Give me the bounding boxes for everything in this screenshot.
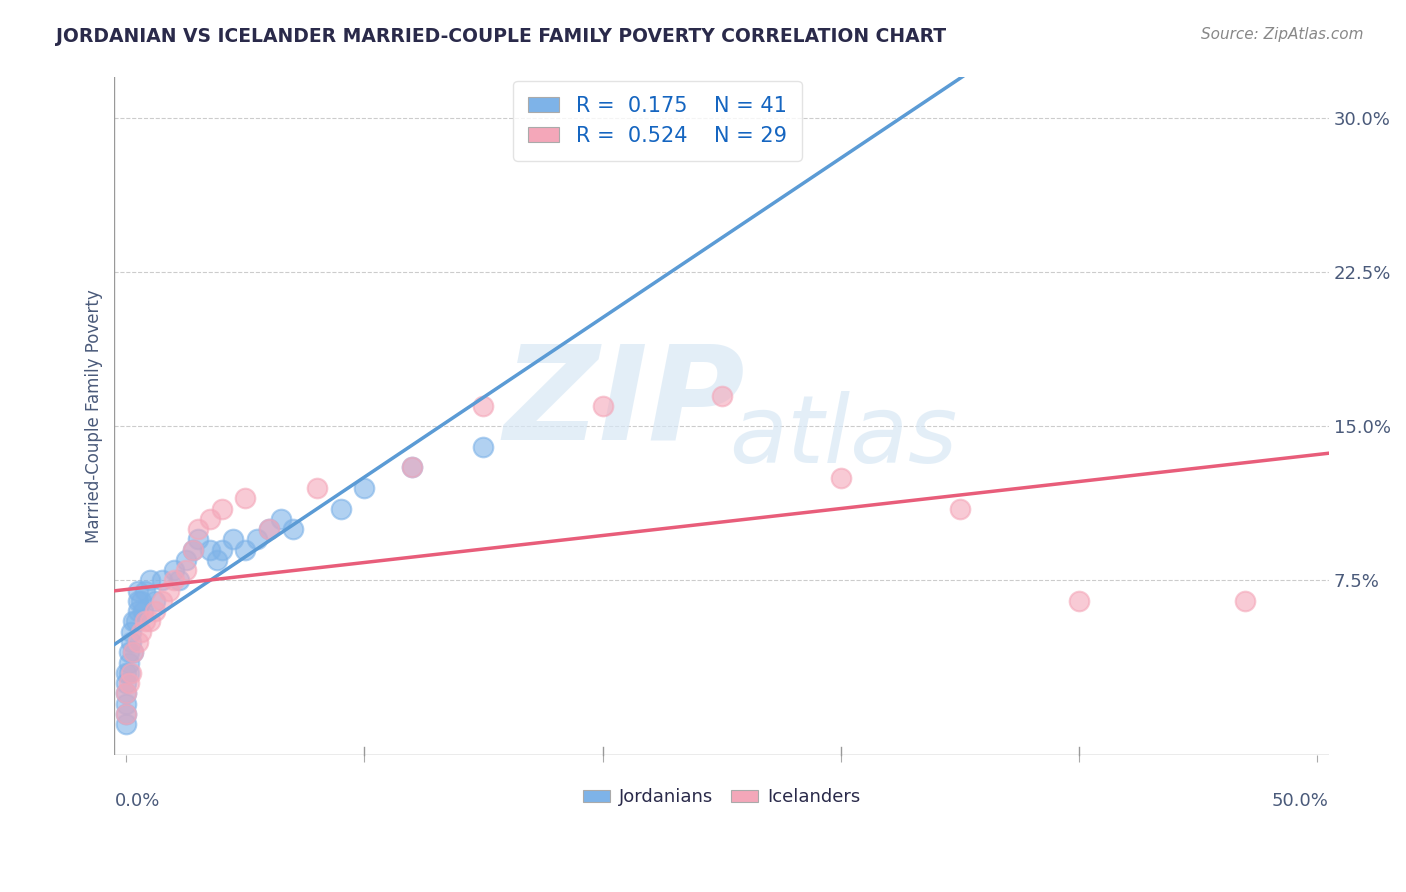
Point [1067,594,1090,608]
Point [281,522,304,536]
Point [118,656,141,670]
Point [163,574,186,588]
Point [127,594,149,608]
Point [120,635,142,649]
Text: Source: ZipAtlas.com: Source: ZipAtlas.com [1201,27,1364,42]
Point [353,481,375,495]
Point [167,574,190,588]
Point [401,460,423,475]
Point [134,583,156,598]
Point [115,706,138,721]
Text: 0.0%: 0.0% [114,792,160,810]
Point [187,522,209,536]
Point [115,706,138,721]
Point [830,471,852,485]
Point [118,676,141,690]
Point [157,583,180,598]
Point [187,533,209,547]
Point [592,399,614,413]
Point [115,697,138,711]
Point [949,501,972,516]
Point [122,615,145,629]
Point [150,574,173,588]
Point [127,635,149,649]
Point [139,574,162,588]
Point [122,645,145,659]
Point [118,665,141,680]
Point [401,460,423,475]
Point [305,481,328,495]
Point [122,645,145,659]
Point [143,604,166,618]
Text: JORDANIAN VS ICELANDER MARRIED-COUPLE FAMILY POVERTY CORRELATION CHART: JORDANIAN VS ICELANDER MARRIED-COUPLE FA… [56,27,946,45]
Point [174,553,197,567]
Y-axis label: Married-Couple Family Poverty: Married-Couple Family Poverty [86,289,103,543]
Point [181,542,204,557]
Point [125,615,148,629]
Point [235,491,257,506]
Point [174,563,197,577]
Point [132,604,155,618]
Point [257,522,280,536]
Point [134,615,156,629]
Point [472,440,495,454]
Point [205,553,228,567]
Text: 50.0%: 50.0% [1272,792,1329,810]
Point [198,542,221,557]
Point [181,542,204,557]
Point [127,583,149,598]
Point [118,645,141,659]
Point [115,686,138,700]
Text: atlas: atlas [728,391,957,482]
Point [211,542,233,557]
Point [270,512,292,526]
Point [115,665,138,680]
Point [129,594,152,608]
Point [257,522,280,536]
Point [329,501,352,516]
Point [150,594,173,608]
Text: ZIP: ZIP [503,339,745,467]
Point [115,676,138,690]
Legend: Jordanians, Icelanders: Jordanians, Icelanders [575,781,868,814]
Point [710,389,733,403]
Point [120,624,142,639]
Point [472,399,495,413]
Point [127,604,149,618]
Point [115,717,138,731]
Point [120,665,142,680]
Point [115,686,138,700]
Point [235,542,257,557]
Point [246,533,269,547]
Point [129,624,152,639]
Point [163,563,186,577]
Point [143,594,166,608]
Point [1234,594,1257,608]
Point [198,512,221,526]
Point [211,501,233,516]
Point [139,615,162,629]
Point [222,533,245,547]
